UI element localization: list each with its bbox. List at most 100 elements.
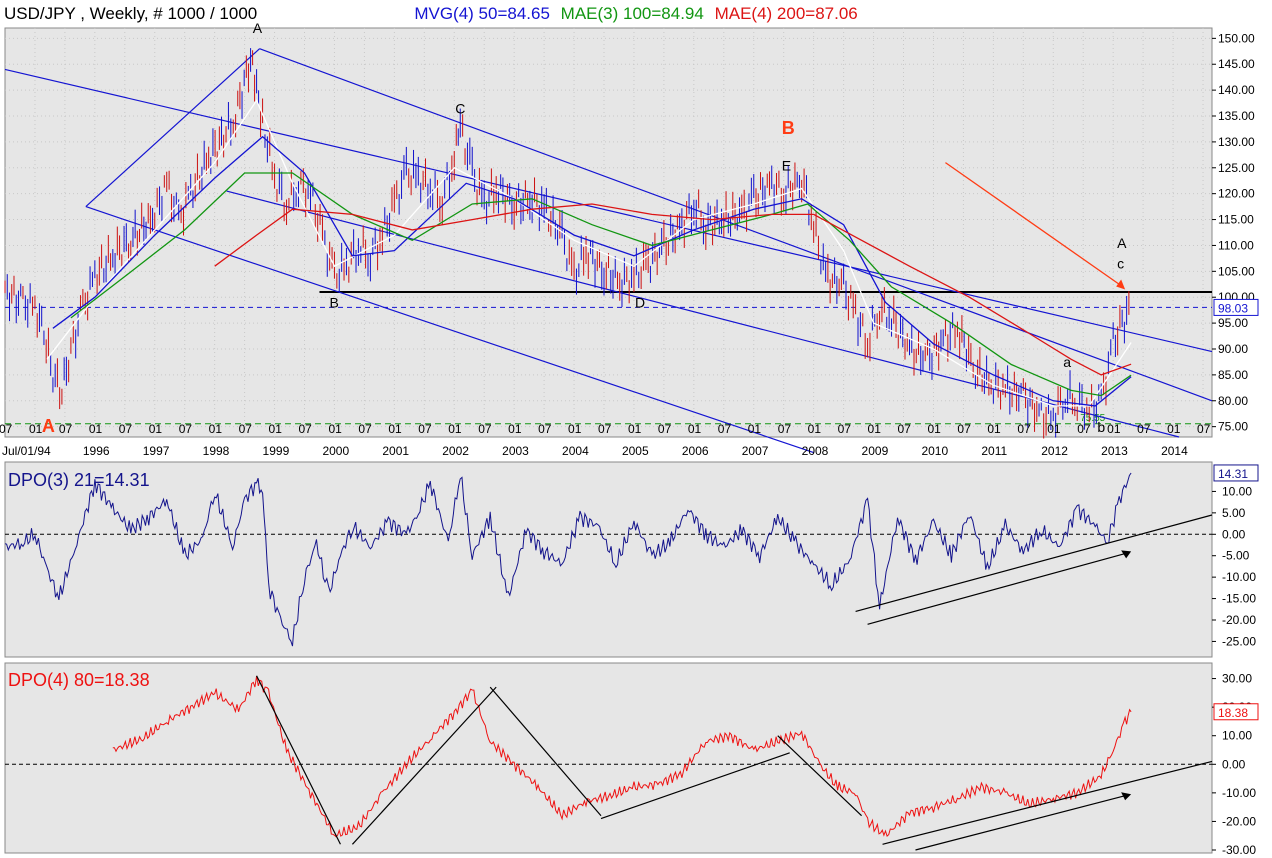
wave-label-small-A: A xyxy=(1117,235,1127,251)
month-tick-label: 07 xyxy=(59,422,73,436)
series-line-3 xyxy=(70,172,1132,397)
month-tick-label: 07 xyxy=(1197,422,1211,436)
dpo3-panel xyxy=(4,461,1213,658)
year-tick-label: 2003 xyxy=(502,444,529,458)
dpo-line xyxy=(112,676,1132,838)
month-tick-label: 07 xyxy=(179,422,193,436)
year-tick-label: 1997 xyxy=(143,444,170,458)
wave-label-E: E xyxy=(782,157,791,173)
last-price-box xyxy=(1213,298,1259,316)
year-tick-label: 1996 xyxy=(83,444,110,458)
dpo4-label: DPO(4) 80=18.38 xyxy=(8,670,150,690)
month-tick-label: 07 xyxy=(658,422,672,436)
dpo-line xyxy=(4,472,1132,647)
y-tick-label: 85.00 xyxy=(1218,368,1248,382)
y-tick-label: 115.00 xyxy=(1218,213,1254,227)
y-tick-label: -10.00 xyxy=(1222,570,1256,584)
month-tick-label: 07 xyxy=(957,422,971,436)
year-tick-label: 2009 xyxy=(862,444,889,458)
y-tick-label: 30.00 xyxy=(1222,672,1252,686)
wave-label-D: D xyxy=(635,295,645,311)
y-tick-label: 105.00 xyxy=(1218,264,1255,278)
month-tick-label: 01 xyxy=(448,422,462,436)
y-tick-label: -25.00 xyxy=(1222,634,1256,648)
month-tick-label: 07 xyxy=(538,422,552,436)
month-tick-label: 01 xyxy=(808,422,822,436)
month-tick-label: 07 xyxy=(1137,422,1151,436)
wave-label-A: A xyxy=(253,20,263,36)
wave-label-orange-A: A xyxy=(42,416,55,436)
month-tick-label: 07 xyxy=(838,422,852,436)
dpo4-arrowhead xyxy=(1121,792,1132,801)
year-tick-label: 2007 xyxy=(742,444,769,458)
year-tick-label: 2012 xyxy=(1041,444,1068,458)
year-tick-label: 2011 xyxy=(981,444,1007,458)
svg-text:USD/JPY , Weekly, # 1000 / 100: USD/JPY , Weekly, # 1000 / 1000 MVG(3) 2… xyxy=(4,4,858,23)
y-tick-label: 10.00 xyxy=(1222,729,1252,743)
y-tick-label: 135.00 xyxy=(1218,109,1255,123)
month-tick-label: 01 xyxy=(868,422,882,436)
dpo4-last-value: 18.38 xyxy=(1218,706,1248,720)
mvg3-label: MVG(3) 23=91.25 xyxy=(268,4,404,23)
dpo3-arrow-line xyxy=(867,552,1126,625)
y-tick-label: 5.00 xyxy=(1222,506,1246,520)
series-line-1 xyxy=(46,99,1132,407)
y-tick-label: -30.00 xyxy=(1222,843,1256,857)
dpo3-label: DPO(3) 21=14.31 xyxy=(8,470,150,490)
dpo4-trendline xyxy=(600,752,790,820)
year-tick-label: 1998 xyxy=(203,444,230,458)
series-line-4 xyxy=(214,203,1132,376)
y-tick-label: 145.00 xyxy=(1218,57,1255,71)
y-tick-label: 80.00 xyxy=(1218,394,1248,408)
year-tick-label: 2014 xyxy=(1161,444,1188,458)
y-tick-label: -20.00 xyxy=(1222,814,1256,828)
year-tick-label: 2005 xyxy=(622,444,649,458)
channel-line xyxy=(85,206,814,454)
month-tick-label: 07 xyxy=(418,422,432,436)
month-tick-label: 01 xyxy=(269,422,283,436)
month-tick-label: 01 xyxy=(688,422,702,436)
dpo3-last-value: 14.31 xyxy=(1218,467,1248,481)
month-tick-label: 01 xyxy=(29,422,43,436)
channel-line xyxy=(4,68,1213,353)
month-tick-label: 01 xyxy=(568,422,582,436)
month-tick-label: 07 xyxy=(239,422,253,436)
mae4-label: MAE(4) 200=87.06 xyxy=(715,4,858,23)
month-tick-label: 01 xyxy=(149,422,163,436)
dpo3-trendline xyxy=(855,514,1213,613)
month-tick-label: 07 xyxy=(898,422,912,436)
month-tick-label: 01 xyxy=(927,422,941,436)
symbol-label: USD/JPY , Weekly, # 1000 / 1000 xyxy=(4,4,257,23)
year-tick-label: 1999 xyxy=(263,444,290,458)
wave-label-small-b: b xyxy=(1097,419,1105,435)
y-tick-label: 95.00 xyxy=(1218,316,1248,330)
dpo4-trendline xyxy=(351,686,497,845)
month-tick-label: 07 xyxy=(1077,422,1091,436)
y-tick-label: 110.00 xyxy=(1218,238,1254,252)
month-tick-label: 01 xyxy=(1107,422,1121,436)
channel-line xyxy=(226,190,1180,438)
dpo4-trendline xyxy=(489,686,602,817)
price-panel xyxy=(4,27,1213,438)
month-tick-label: 07 xyxy=(0,422,13,436)
wave-label-small-a: a xyxy=(1063,354,1071,370)
year-tick-label: 2006 xyxy=(682,444,709,458)
month-tick-label: 01 xyxy=(748,422,762,436)
y-tick-label: 130.00 xyxy=(1218,135,1255,149)
mae3-label: MAE(3) 100=84.94 xyxy=(561,4,704,23)
year-tick-label: 2008 xyxy=(802,444,829,458)
month-tick-label: 01 xyxy=(1047,422,1061,436)
y-tick-label: 75.00 xyxy=(1218,420,1248,434)
y-tick-label: 150.00 xyxy=(1218,31,1255,45)
y-tick-label: 125.00 xyxy=(1218,161,1255,175)
dpo3-arrowhead xyxy=(1121,550,1132,559)
trend-arrowhead xyxy=(1116,279,1126,290)
y-tick-label: 0.00 xyxy=(1222,527,1246,541)
y-tick-label: -15.00 xyxy=(1222,592,1256,606)
year-tick-label: 2004 xyxy=(562,444,589,458)
dpo4-trendline xyxy=(777,735,862,817)
y-tick-label: -20.00 xyxy=(1222,613,1256,627)
month-tick-label: 01 xyxy=(508,422,522,436)
month-tick-label: 07 xyxy=(778,422,792,436)
